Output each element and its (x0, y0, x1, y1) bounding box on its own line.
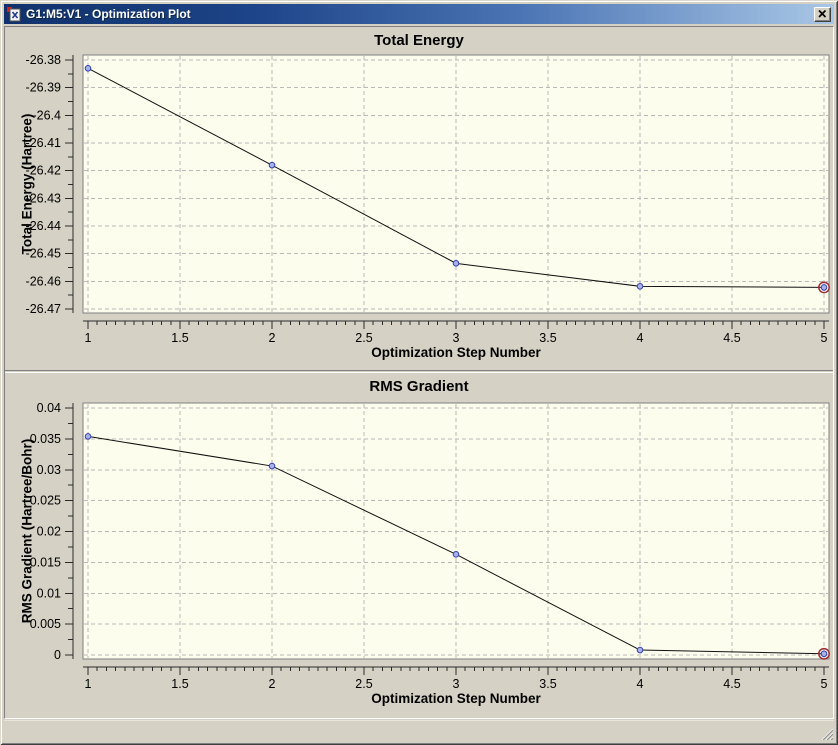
x-axis-label: Optimization Step Number (371, 691, 541, 706)
y-axis-label: RMS Gradient (Hartree/Bohr) (19, 438, 35, 624)
x-tick-label: 2.5 (355, 677, 372, 691)
selected-point-ring (818, 647, 830, 660)
plot-client-area: -26.38 -26.39 -26.4 -26.41 -26.42 -26.43 -26.4… (4, 26, 834, 719)
panel-separator (5, 370, 833, 373)
y-axis-label: Total Energy (Hartree) (19, 113, 35, 255)
y-tick-label: -26.41 (26, 136, 61, 150)
total-energy-chart-panel: -26.38 -26.39 -26.4 -26.41 -26.42 -26.43 -26.4… (5, 27, 833, 370)
y-tick-label: 0.025 (30, 494, 61, 508)
y-tick-label: -26.45 (26, 247, 61, 261)
y-tick-label: 0.03 (37, 463, 61, 477)
x-tick-label: 1 (85, 331, 92, 345)
x-tick-label: 1 (85, 677, 92, 691)
y-tick-label: -26.42 (26, 164, 61, 178)
x-tick-label: 1.5 (171, 331, 188, 345)
x-axis-label: Optimization Step Number (371, 345, 541, 360)
x-tick-label: 4 (637, 677, 644, 691)
y-tick-label: -26.38 (26, 53, 61, 67)
close-x-icon (818, 10, 827, 18)
y-tick-label: 0.04 (37, 401, 61, 415)
y-tick-label: -26.46 (26, 274, 61, 288)
data-point[interactable] (820, 284, 828, 291)
data-point[interactable] (636, 646, 644, 654)
x-tick-label: 1.5 (171, 677, 188, 691)
y-tick-label: 0 (54, 648, 61, 662)
x-tick-label: 2.5 (355, 331, 372, 345)
x-tick-label: 2 (269, 677, 276, 691)
resize-grip-icon[interactable] (820, 727, 833, 740)
data-point[interactable] (636, 283, 644, 290)
data-point[interactable] (452, 260, 460, 267)
data-point[interactable] (84, 65, 92, 72)
y-tick-label: -26.43 (26, 191, 61, 205)
data-point[interactable] (268, 161, 276, 169)
chart-title: Total Energy (374, 32, 464, 49)
status-text (4, 721, 834, 729)
y-tick-label: -26.4 (33, 108, 62, 122)
x-tick-label: 3.5 (539, 677, 556, 691)
x-tick-label: 5 (821, 331, 828, 345)
x-tick-label: 4.5 (723, 331, 740, 345)
rms-gradient-chart-canvas[interactable]: 0 0.005 0.01 0.015 0.02 0.025 0.03 0.035 0.04 1 1.… (5, 373, 833, 718)
close-button[interactable] (814, 6, 831, 22)
status-bar (4, 720, 834, 741)
data-point[interactable] (452, 551, 460, 558)
x-tick-label: 4.5 (723, 677, 740, 691)
x-tick-label: 3 (453, 331, 460, 345)
y-tick-label: 0.005 (30, 617, 61, 631)
x-tick-label: 2 (269, 331, 276, 345)
y-tick-label: 0.01 (37, 586, 61, 600)
y-tick-label: -26.47 (26, 302, 61, 316)
window-title: G1:M5:V1 - Optimization Plot (26, 7, 191, 21)
total-energy-chart-canvas[interactable]: -26.38 -26.39 -26.4 -26.41 -26.42 -26.43 -26.4… (5, 27, 833, 370)
x-tick-label: 3 (453, 677, 460, 691)
data-point[interactable] (84, 433, 92, 440)
selected-point-ring (818, 281, 830, 294)
chart-title: RMS Gradient (369, 378, 469, 395)
x-tick-label: 5 (821, 677, 828, 691)
y-tick-label: 0.035 (30, 432, 61, 446)
y-tick-label: -26.39 (26, 81, 61, 95)
x-tick-label: 3.5 (539, 331, 556, 345)
title-bar[interactable]: G1:M5:V1 - Optimization Plot (4, 4, 834, 24)
data-point[interactable] (820, 650, 828, 658)
y-tick-label: 0.015 (30, 555, 61, 569)
molecule-document-icon (7, 6, 21, 21)
rms-gradient-chart-panel: 0 0.005 0.01 0.015 0.02 0.025 0.03 0.035 0.04 1 1.… (5, 373, 833, 718)
data-point[interactable] (268, 462, 276, 470)
y-tick-label: 0.02 (37, 525, 61, 539)
y-tick-label: -26.44 (26, 219, 61, 233)
x-tick-label: 4 (637, 331, 644, 345)
